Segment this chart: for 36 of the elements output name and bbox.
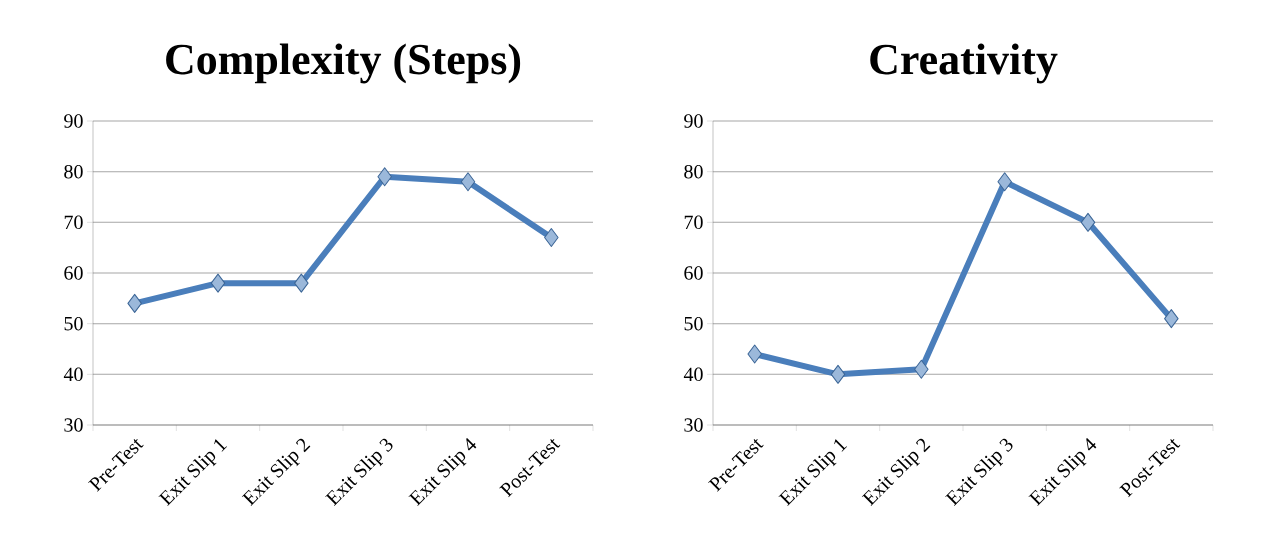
- x-tick-label: Exit Slip 1: [778, 439, 847, 506]
- chart-title: Complexity (Steps): [166, 43, 521, 84]
- y-tick-label: 70: [684, 215, 703, 230]
- x-tick-label: Exit Slip 4: [1028, 437, 1097, 506]
- x-tick-label: Exit Slip 1: [158, 439, 227, 506]
- x-tick-label: Exit Slip 3: [945, 438, 1013, 506]
- point: [544, 228, 559, 248]
- y-tick-label: 70: [64, 215, 83, 230]
- x-tick-label: Exit Slip 2: [241, 438, 311, 506]
- point: [1080, 212, 1096, 232]
- point: [460, 172, 476, 192]
- y-tick-label: 60: [684, 266, 703, 280]
- chart-title: Creativity: [870, 43, 1058, 84]
- y-tick-label: 90: [684, 114, 703, 128]
- y-tick-label: 80: [684, 164, 703, 179]
- y-tick-label: 40: [683, 367, 703, 382]
- x-tick-label: Exit Slip 2: [861, 438, 931, 506]
- x-tick-label: Exit Slip 3: [325, 438, 393, 506]
- y-tick-label: 50: [684, 316, 703, 331]
- point: [830, 364, 846, 384]
- y-tick-label: 60: [64, 266, 83, 280]
- point: [210, 273, 226, 293]
- point: [294, 273, 309, 293]
- y-tick-label: 50: [64, 316, 83, 331]
- y-tick-label: 40: [63, 367, 83, 382]
- point: [997, 172, 1012, 192]
- x-tick-label: Exit Slip 4: [408, 437, 477, 506]
- y-tick-label: 30: [684, 418, 703, 432]
- y-tick-label: 80: [64, 164, 83, 179]
- point: [747, 344, 762, 364]
- point: [1164, 309, 1179, 329]
- y-tick-label: 90: [64, 114, 83, 128]
- point: [914, 359, 929, 379]
- point: [377, 167, 392, 187]
- point: [127, 293, 142, 313]
- y-tick-label: 30: [64, 418, 83, 432]
